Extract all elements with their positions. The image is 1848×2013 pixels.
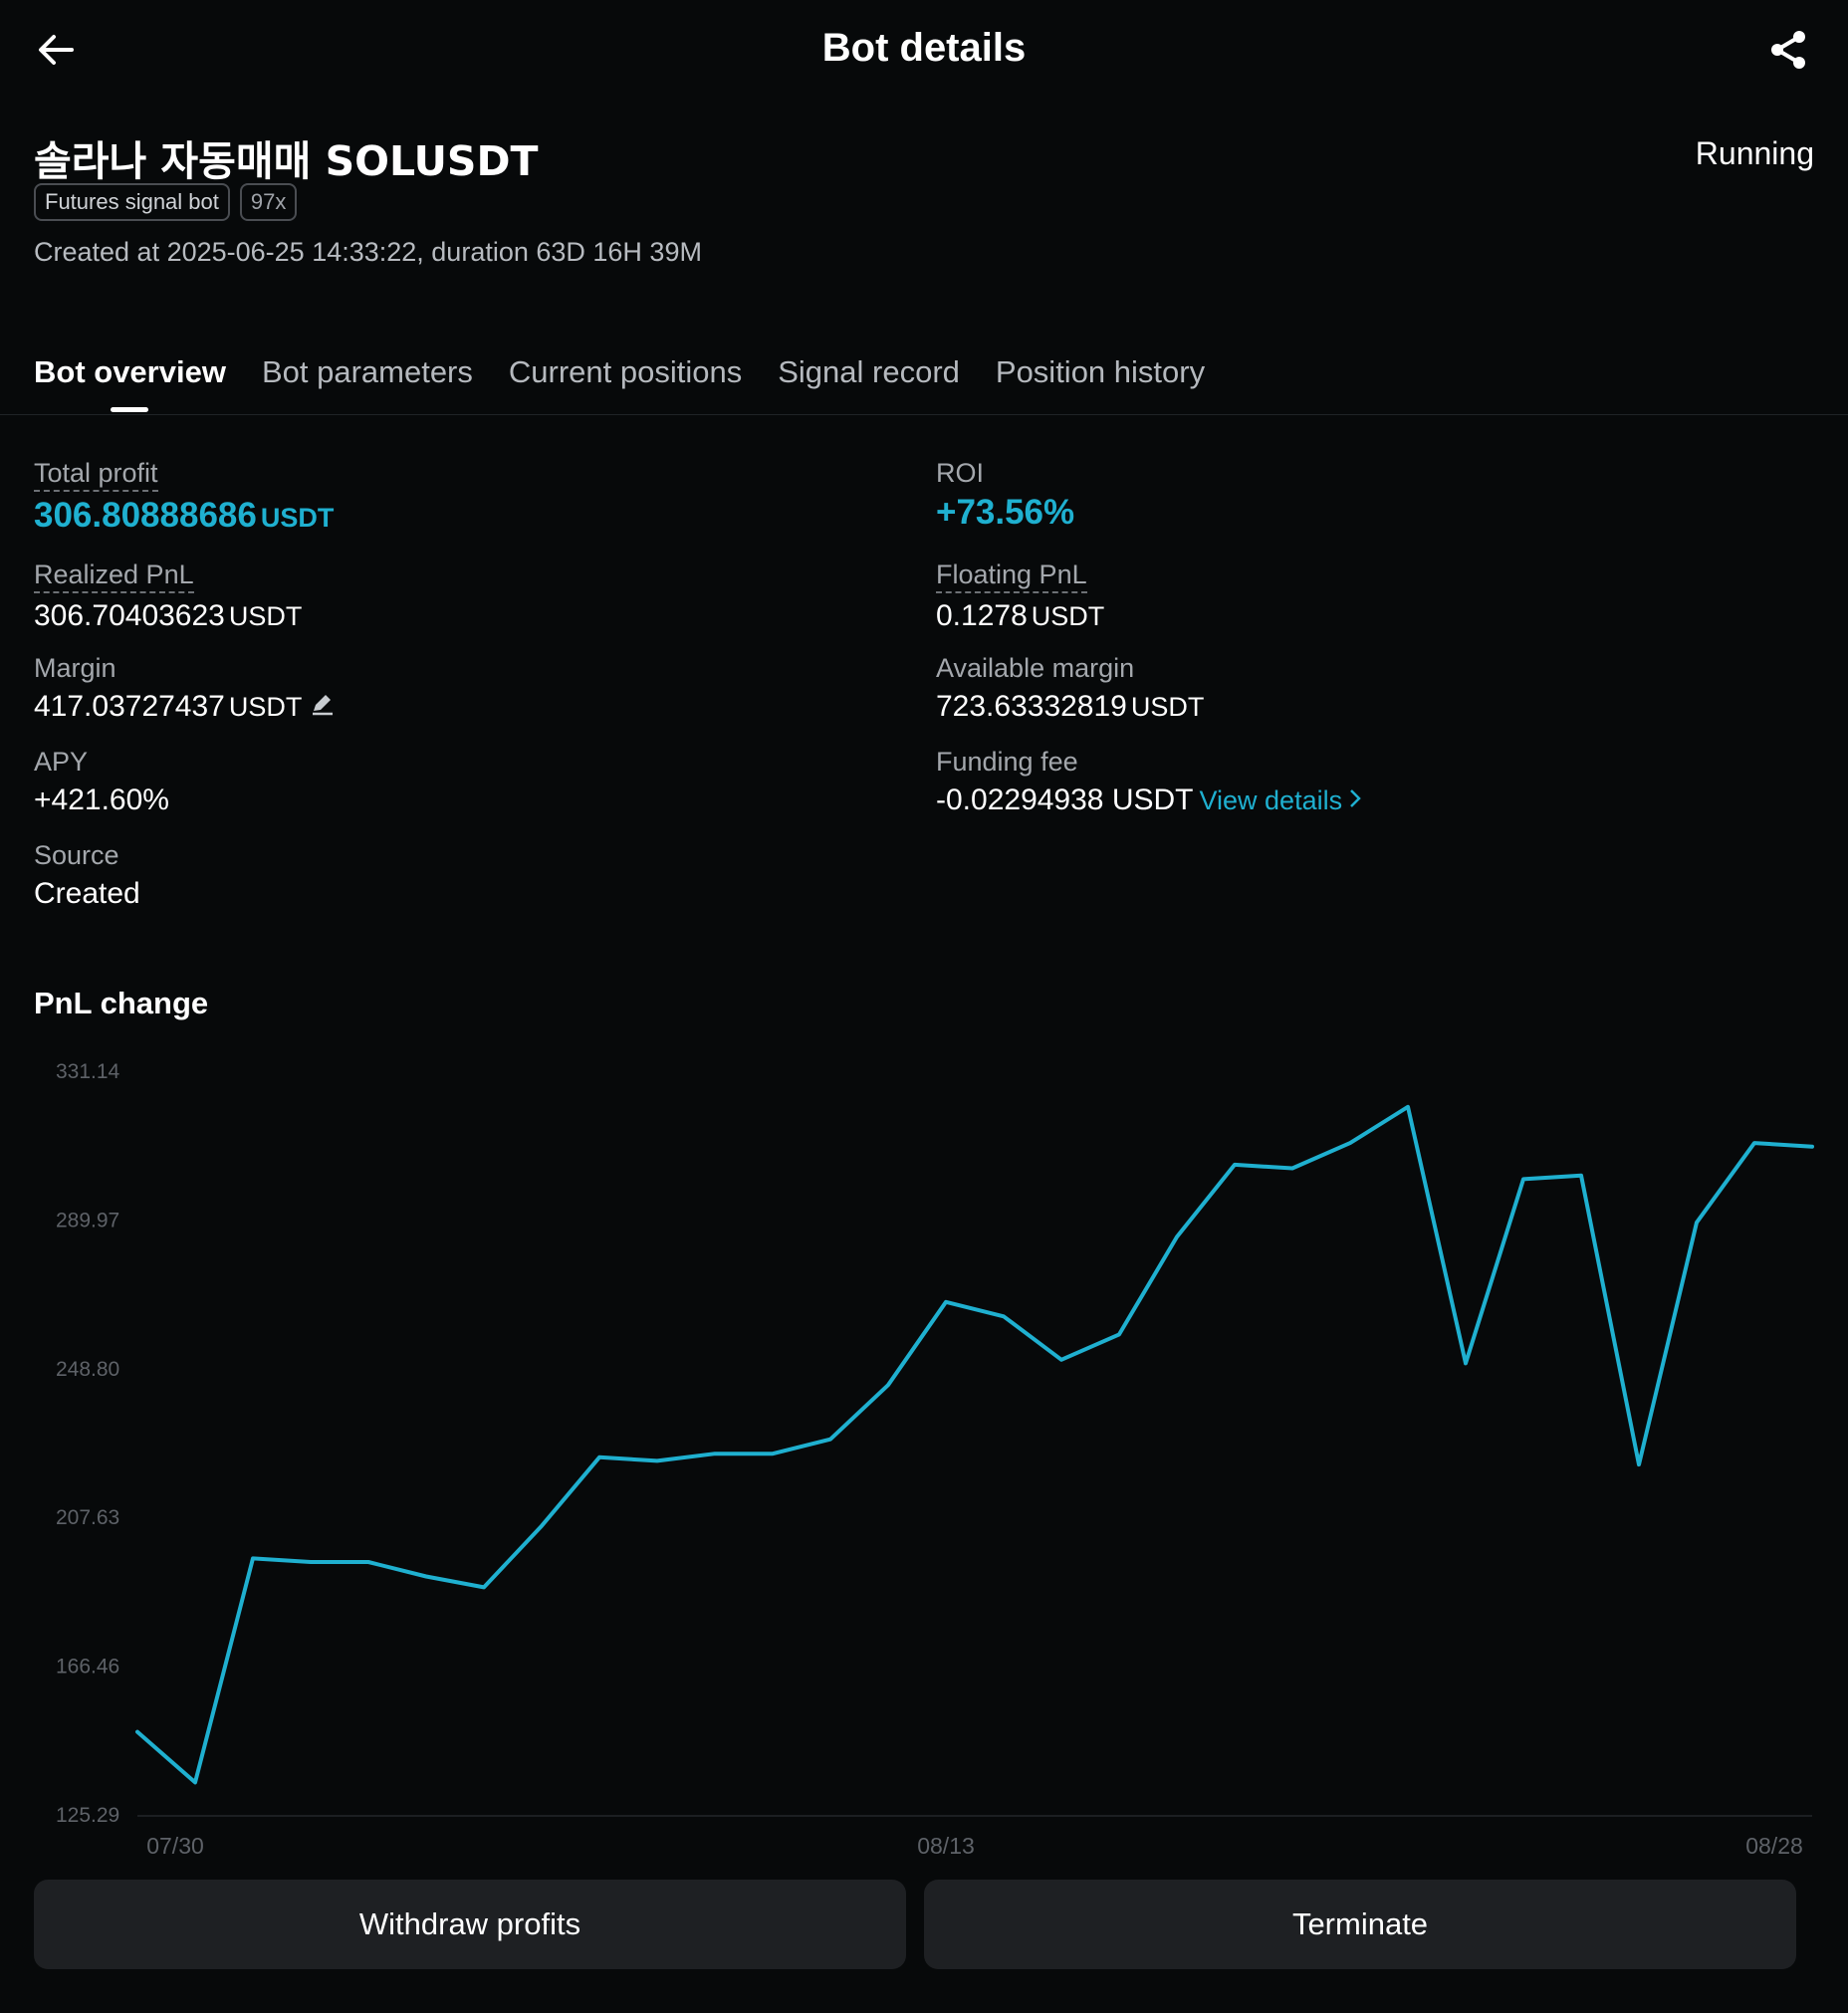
funding-fee-value: -0.02294938 USDT [936, 783, 1194, 816]
y-tick-label: 331.14 [56, 1060, 120, 1083]
margin-label: Margin [34, 653, 116, 683]
x-tick-label: 07/30 [146, 1833, 204, 1859]
withdraw-profits-button[interactable]: Withdraw profits [34, 1880, 906, 1969]
pencil-icon [313, 695, 334, 716]
stat-apy: APY +421.60% [34, 747, 169, 817]
roi-value: +73.56% [936, 493, 1075, 532]
terminate-button[interactable]: Terminate [924, 1880, 1796, 1969]
realized-pnl-label[interactable]: Realized PnL [34, 559, 194, 593]
stat-roi: ROI +73.56% [936, 458, 1074, 533]
y-tick-label: 248.80 [56, 1358, 119, 1381]
share-icon [1771, 31, 1805, 69]
total-profit-label[interactable]: Total profit [34, 458, 158, 492]
bot-name: 솔라나 자동매매 SOLUSDT [34, 137, 539, 185]
stat-funding-fee: Funding fee -0.02294938 USDT View details [936, 747, 1362, 817]
leverage-tag: 97x [239, 183, 298, 221]
tab-signal-record[interactable]: Signal record [778, 354, 960, 389]
tab-bot-parameters[interactable]: Bot parameters [261, 354, 473, 389]
apy-label: APY [34, 747, 89, 777]
apy-value: +421.60% [34, 783, 169, 816]
tab-bar: Bot overview Bot parameters Current posi… [34, 354, 1205, 412]
realized-pnl-value: 306.70403623 [34, 599, 225, 632]
y-tick-label: 207.63 [56, 1506, 119, 1529]
y-tick-label: 125.29 [56, 1804, 119, 1827]
margin-unit: USDT [228, 692, 303, 722]
available-margin-unit: USDT [1130, 692, 1205, 722]
pnl-series-line [135, 1104, 1814, 1785]
source-value: Created [34, 877, 140, 910]
stat-floating-pnl: Floating PnL 0.1278 USDT [936, 559, 1104, 633]
tab-divider [0, 414, 1848, 415]
floating-pnl-unit: USDT [1031, 601, 1105, 631]
available-margin-label: Available margin [936, 653, 1135, 683]
stat-total-profit: Total profit 306.80888686 USDT [34, 458, 334, 536]
stat-source: Source Created [34, 840, 140, 911]
available-margin-value: 723.63332819 [936, 690, 1127, 723]
roi-label: ROI [936, 458, 985, 488]
arrow-left-icon [39, 35, 74, 65]
source-label: Source [34, 840, 119, 870]
stat-realized-pnl: Realized PnL 306.70403623 USDT [34, 559, 302, 633]
stat-available-margin: Available margin 723.63332819 USDT [936, 653, 1204, 724]
pnl-chart-title: PnL change [34, 986, 209, 1020]
bot-tags: Futures signal bot 97x [34, 183, 298, 221]
y-tick-label: 289.97 [56, 1209, 119, 1231]
x-tick-label: 08/13 [917, 1833, 975, 1859]
pnl-chart: 331.14 289.97 248.80 207.63 166.46 125.29 07/3… [56, 1060, 1814, 1859]
stat-margin: Margin 417.03727437 USDT [34, 653, 336, 725]
tab-bot-overview[interactable]: Bot overview [34, 354, 226, 412]
edit-margin-button[interactable] [310, 691, 336, 725]
total-profit-unit: USDT [260, 503, 335, 533]
view-details-label: View details [1199, 785, 1343, 815]
margin-value: 417.03727437 [34, 690, 225, 723]
share-button[interactable] [1766, 28, 1814, 72]
tab-position-history[interactable]: Position history [995, 354, 1206, 389]
floating-pnl-value: 0.1278 [936, 599, 1028, 632]
bot-type-tag: Futures signal bot [34, 183, 230, 221]
page-title: Bot details [821, 26, 1027, 70]
realized-pnl-unit: USDT [228, 601, 303, 631]
view-details-link[interactable]: View details [1200, 785, 1363, 815]
total-profit-value: 306.80888686 [34, 496, 257, 535]
back-button[interactable] [34, 28, 90, 72]
chevron-right-icon [1348, 785, 1362, 816]
funding-fee-label: Funding fee [936, 747, 1078, 777]
created-info: Created at 2025-06-25 14:33:22, duration… [34, 237, 702, 267]
header: Bot details [0, 0, 1848, 100]
x-tick-label: 08/28 [1745, 1833, 1803, 1859]
bot-status: Running [1695, 135, 1814, 171]
y-tick-label: 166.46 [56, 1656, 119, 1678]
floating-pnl-label[interactable]: Floating PnL [936, 559, 1087, 593]
tab-current-positions[interactable]: Current positions [508, 354, 743, 389]
